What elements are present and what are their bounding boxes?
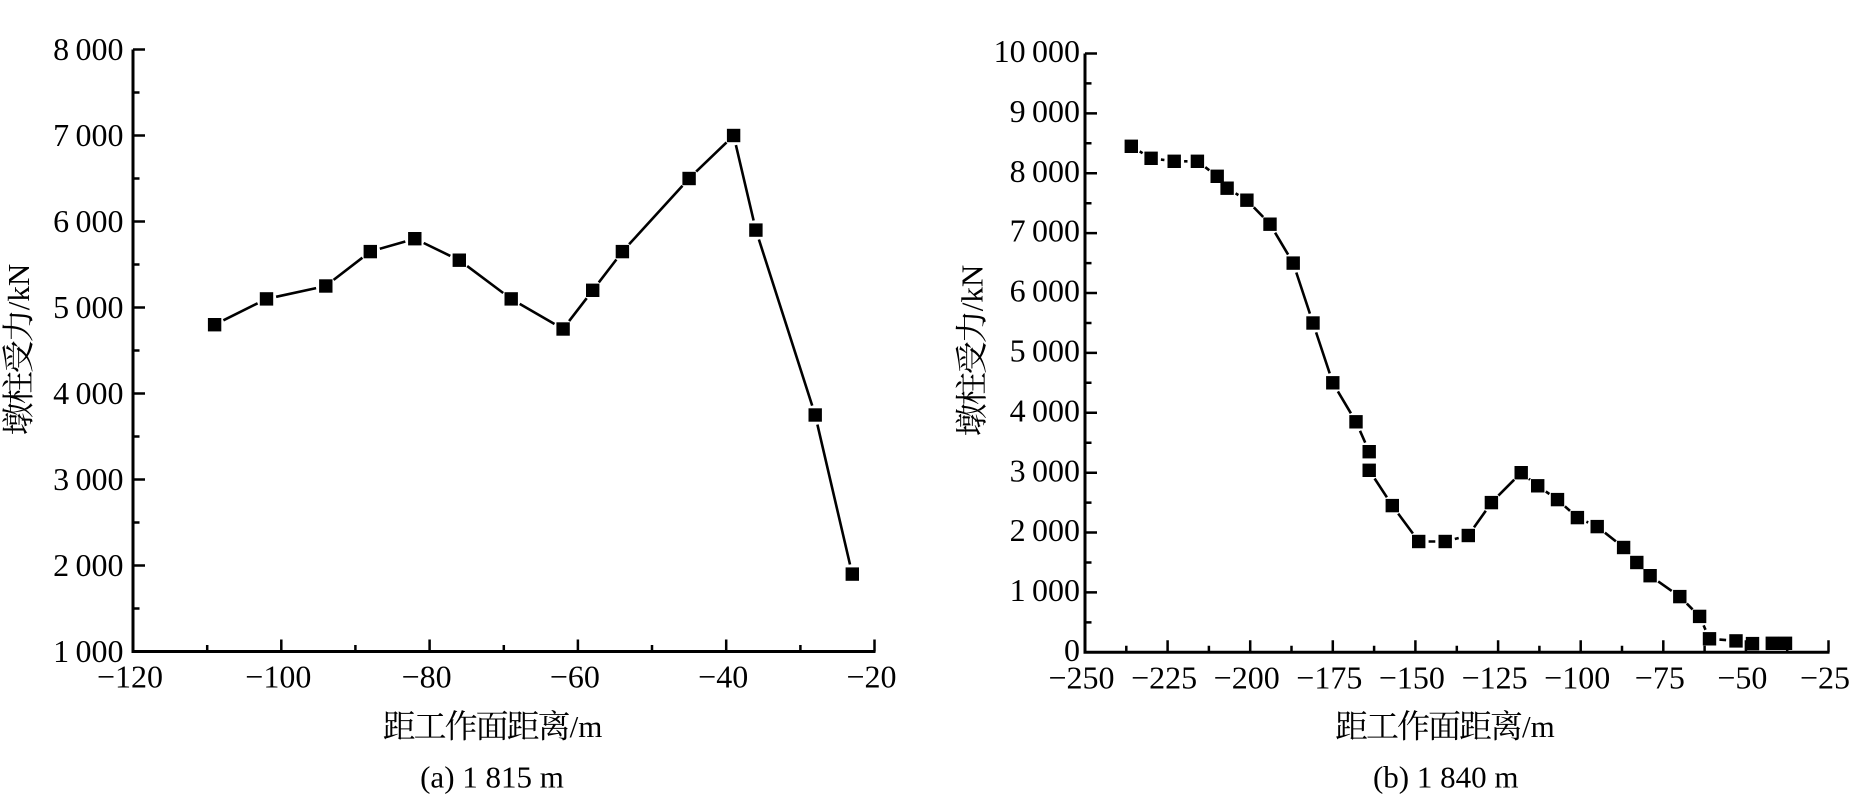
svg-text:3 000: 3 000 — [1010, 452, 1080, 488]
svg-text:7 000: 7 000 — [53, 117, 123, 153]
svg-text:−75: −75 — [1635, 660, 1685, 696]
svg-text:−20: −20 — [846, 659, 896, 695]
svg-text:10 000: 10 000 — [994, 33, 1080, 69]
svg-text:5 000: 5 000 — [53, 289, 123, 325]
svg-text:8 000: 8 000 — [1010, 153, 1080, 189]
svg-text:4 000: 4 000 — [1010, 392, 1080, 428]
svg-text:4 000: 4 000 — [53, 375, 123, 411]
svg-text:−60: −60 — [550, 659, 600, 695]
svg-text:−250: −250 — [1048, 660, 1114, 696]
svg-text:2 000: 2 000 — [53, 547, 123, 583]
svg-text:/kN: /kN — [955, 265, 990, 312]
svg-text:6 000: 6 000 — [53, 203, 123, 239]
svg-text:(a) 1 815 m: (a) 1 815 m — [420, 760, 564, 795]
svg-text:1 000: 1 000 — [53, 633, 123, 669]
svg-text:/kN: /kN — [1, 264, 36, 311]
svg-text:−100: −100 — [1544, 660, 1610, 696]
svg-text:−40: −40 — [698, 659, 748, 695]
svg-text:/m: /m — [570, 709, 603, 744]
svg-text:/m: /m — [1522, 709, 1555, 744]
svg-text:−25: −25 — [1800, 660, 1850, 696]
svg-text:6 000: 6 000 — [1010, 273, 1080, 309]
svg-text:−80: −80 — [402, 659, 452, 695]
svg-text:7 000: 7 000 — [1010, 213, 1080, 249]
svg-text:−120: −120 — [97, 659, 163, 695]
svg-text:3 000: 3 000 — [53, 461, 123, 497]
svg-text:−150: −150 — [1379, 660, 1445, 696]
svg-text:−175: −175 — [1296, 660, 1362, 696]
svg-text:(b) 1 840 m: (b) 1 840 m — [1373, 760, 1519, 795]
svg-text:−100: −100 — [245, 659, 311, 695]
svg-text:1 000: 1 000 — [1010, 572, 1080, 608]
svg-text:2 000: 2 000 — [1010, 512, 1080, 548]
svg-text:−125: −125 — [1462, 660, 1528, 696]
svg-text:−50: −50 — [1717, 660, 1767, 696]
svg-text:9 000: 9 000 — [1010, 93, 1080, 129]
svg-text:−200: −200 — [1214, 660, 1280, 696]
svg-text:5 000: 5 000 — [1010, 333, 1080, 369]
svg-text:8 000: 8 000 — [53, 31, 123, 67]
svg-text:0: 0 — [1064, 632, 1080, 668]
svg-text:−225: −225 — [1131, 660, 1197, 696]
